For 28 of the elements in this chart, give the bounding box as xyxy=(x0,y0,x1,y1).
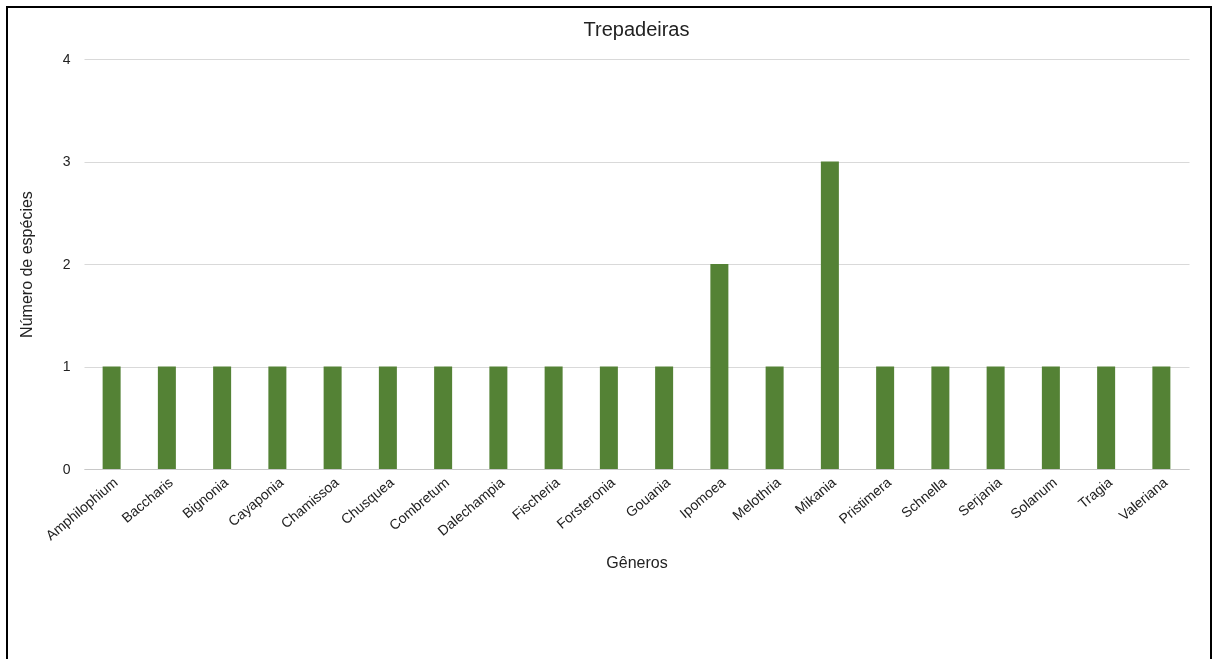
bar xyxy=(434,366,453,469)
bar xyxy=(1041,366,1060,469)
bar xyxy=(655,366,674,469)
bar xyxy=(544,366,563,469)
bar xyxy=(931,366,950,469)
y-tick-label: 1 xyxy=(62,358,71,374)
bar xyxy=(765,366,784,469)
bar xyxy=(378,366,397,469)
bar xyxy=(489,366,508,469)
bar xyxy=(1097,366,1116,469)
y-tick-label: 2 xyxy=(62,255,71,272)
bar xyxy=(102,366,121,469)
bar xyxy=(323,366,342,469)
bar xyxy=(157,366,176,469)
bar xyxy=(599,366,618,469)
y-tick-label: 4 xyxy=(62,50,71,67)
bar xyxy=(986,366,1005,469)
bar xyxy=(820,161,839,469)
y-tick-label: 0 xyxy=(62,460,71,477)
y-tick-label: 3 xyxy=(62,153,71,169)
bar xyxy=(710,264,729,469)
bar xyxy=(876,366,895,469)
bar xyxy=(1152,366,1171,469)
chart-title: Trepadeiras xyxy=(583,18,690,40)
bar xyxy=(213,366,232,469)
x-axis-title: Gêneros xyxy=(606,554,668,572)
bar xyxy=(268,366,287,469)
y-axis-title: Número de espécies xyxy=(17,191,35,338)
